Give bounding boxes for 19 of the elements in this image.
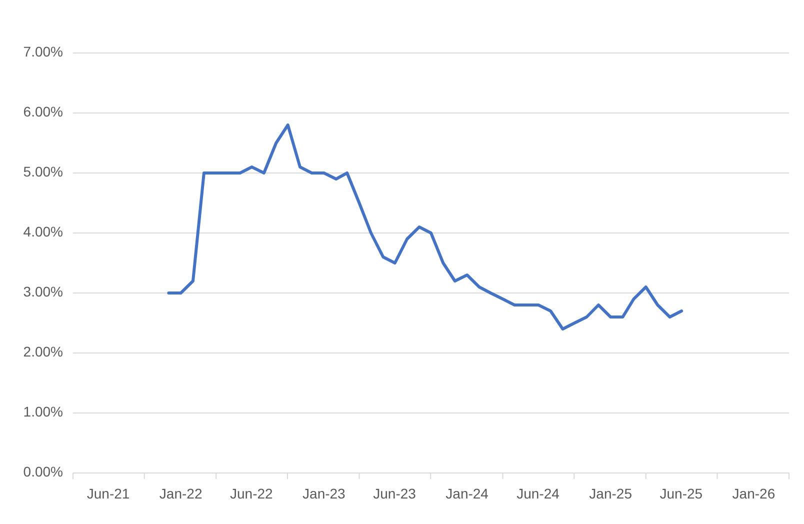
x-tick-label: Jan-22	[159, 486, 202, 502]
y-tick-label: 4.00%	[23, 224, 63, 240]
x-tick-label: Jan-23	[302, 486, 346, 502]
x-tick-label: Jun-21	[86, 486, 130, 502]
y-tick-label: 5.00%	[23, 164, 63, 180]
x-tick-label: Jan-25	[589, 486, 632, 502]
x-tick-label: Jun-24	[516, 486, 560, 502]
x-tick-label: Jun-25	[660, 486, 703, 502]
y-tick-label: 2.00%	[23, 344, 63, 360]
y-tick-label: 6.00%	[23, 104, 63, 120]
y-tick-label: 3.00%	[23, 284, 63, 300]
y-tick-label: 1.00%	[23, 404, 63, 420]
x-tick-label: Jan-26	[732, 486, 776, 502]
y-tick-label: 0.00%	[23, 464, 63, 480]
line-series	[167, 124, 684, 330]
x-tick-label: Jun-22	[230, 486, 274, 502]
x-tick-label: Jan-24	[446, 486, 489, 502]
y-tick-label: 7.00%	[23, 44, 63, 60]
x-tick-label: Jun-23	[373, 486, 416, 502]
